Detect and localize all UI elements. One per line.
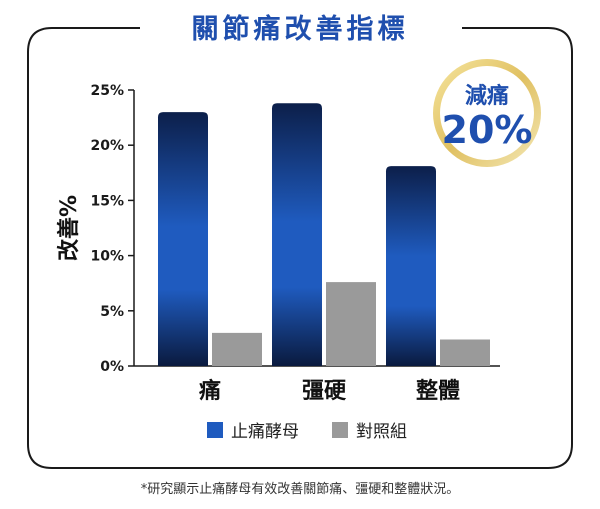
bar-止痛酵母-彊硬 <box>272 103 322 367</box>
y-tick-label: 15% <box>90 193 124 209</box>
chart-frame <box>27 27 573 469</box>
y-tick-label: 0% <box>100 359 124 375</box>
legend-swatch-對照組 <box>332 422 348 438</box>
legend-label-對照組: 對照組 <box>356 422 407 442</box>
y-axis-label: 改善% <box>56 195 82 261</box>
chart-title: 關節痛改善指標 <box>192 13 409 45</box>
y-tick-label: 5% <box>100 304 124 320</box>
bar-對照組-彊硬 <box>326 282 376 366</box>
bar-對照組-整體 <box>440 339 490 366</box>
category-label: 痛 <box>199 378 221 404</box>
category-label: 彊硬 <box>302 379 347 404</box>
badge-line1: 減痛 <box>465 83 509 109</box>
reduction-badge: 減痛 20% <box>433 59 541 167</box>
y-tick-label: 25% <box>90 83 124 99</box>
bar-對照組-痛 <box>212 332 262 366</box>
y-tick-label: 20% <box>90 138 124 154</box>
badge-line2: 20% <box>442 108 533 152</box>
bar-止痛酵母-痛 <box>158 112 208 366</box>
y-tick-label: 10% <box>90 249 124 265</box>
footnote: *研究顯示止痛酵母有效改善關節痛、彊硬和整體狀況。 <box>141 481 460 497</box>
category-label: 整體 <box>416 378 460 404</box>
legend-label-止痛酵母: 止痛酵母 <box>231 422 299 442</box>
legend-swatch-止痛酵母 <box>207 422 223 438</box>
bar-止痛酵母-整體 <box>386 166 436 366</box>
